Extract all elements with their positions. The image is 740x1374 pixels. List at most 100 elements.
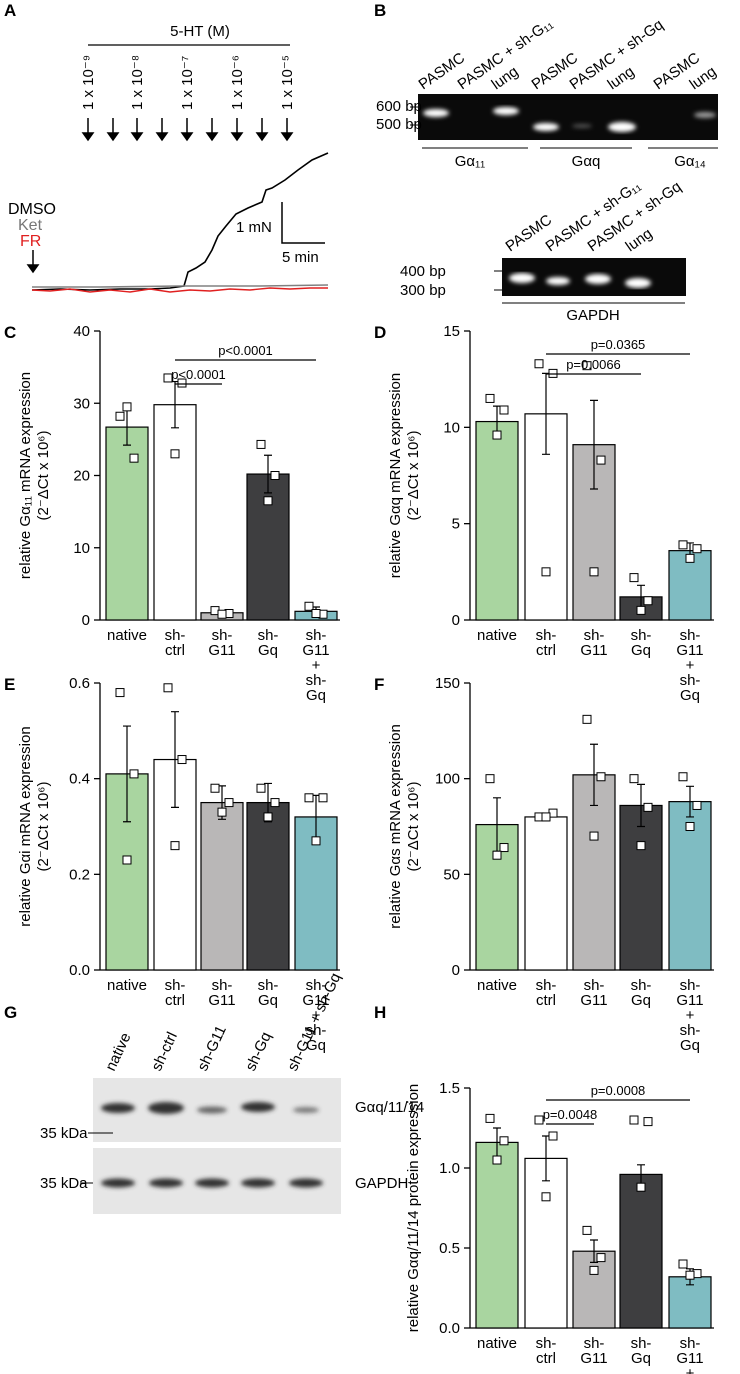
panel-letter: H: [374, 1003, 386, 1022]
data-point: [643, 1117, 653, 1127]
gene-group: Gα₁₄: [674, 153, 706, 170]
data-point: [685, 553, 695, 563]
addition-arrows: [26, 118, 294, 274]
x-tick-label-box: sh-G11 + sh-Gq: [281, 628, 351, 703]
data-point: [589, 831, 599, 841]
x-tick-label: native: [476, 1335, 518, 1352]
x-tick-label-box: native: [92, 978, 162, 993]
x-tick-label: sh-G11 + sh-Gq: [676, 627, 704, 704]
data-point: [177, 378, 187, 388]
data-point: [534, 359, 544, 369]
y-axis-label: relative Gαq/11/14 protein expression: [405, 1084, 422, 1333]
x-tick-label: sh-Gq: [257, 977, 279, 1009]
data-point: [115, 688, 125, 698]
y-axis-label: relative Gαs mRNA expression: [387, 724, 404, 929]
condition-dmso: DMSO: [8, 201, 56, 218]
data-point: [263, 496, 273, 506]
trace-fr: [31, 287, 328, 293]
gel2-bands: [509, 273, 651, 288]
data-point: [217, 609, 227, 619]
y-tick-label: 20: [73, 468, 90, 485]
scale-bar: [281, 202, 325, 244]
data-point: [636, 841, 646, 851]
data-point: [224, 798, 234, 808]
data-point: [678, 540, 688, 550]
y-axis-label: relative Gα₁₁ mRNA expression: [17, 372, 34, 579]
data-point: [170, 841, 180, 851]
panel-letter: C: [4, 323, 16, 342]
y-tick-label: 0.6: [69, 675, 90, 692]
p-value: p=0.0008: [591, 1083, 646, 1098]
data-point: [163, 683, 173, 693]
bar: [619, 1173, 663, 1329]
bar: [246, 473, 290, 621]
bp-marker: 600 bp: [376, 98, 422, 115]
concentration: 1 x 10⁻⁵: [279, 55, 296, 110]
data-point: [596, 455, 606, 465]
scale-force: 1 mN: [236, 219, 272, 236]
error-bar: [123, 725, 131, 823]
data-point: [534, 1115, 544, 1125]
x-tick-label-box: sh-Gq: [233, 978, 303, 1008]
data-point: [643, 596, 653, 606]
x-tick-label-box: sh-G11: [559, 978, 629, 1008]
y-tick-label: 0.5: [439, 1240, 460, 1257]
y-axis-label: (2⁻ΔCt x 10⁶): [405, 431, 422, 521]
data-point: [685, 1270, 695, 1280]
x-tick-label: sh-Gq: [257, 627, 279, 659]
data-point: [499, 405, 509, 415]
y-tick-label: 30: [73, 395, 90, 412]
x-tick-label: native: [106, 977, 148, 994]
concentration: 1 x 10⁻⁸: [129, 55, 146, 110]
blot-bands: [101, 1102, 323, 1188]
y-axis-label: (2⁻ΔCt x 10⁶): [405, 782, 422, 872]
y-tick-label: 40: [73, 323, 90, 340]
panel-letter: B: [374, 1, 386, 20]
x-tick-label: sh-G11: [208, 977, 236, 1009]
p-value: p=0.0365: [591, 337, 646, 352]
error-bar: [686, 785, 694, 818]
x-tick-label: sh-ctrl: [535, 977, 557, 1009]
y-tick-label: 0.0: [69, 962, 90, 979]
x-tick-label: sh-ctrl: [535, 627, 557, 659]
data-point: [170, 449, 180, 459]
data-point: [678, 1259, 688, 1269]
kda-lines: [80, 1132, 113, 1184]
data-point: [263, 812, 273, 822]
x-tick-label-box: sh-G11: [187, 978, 257, 1008]
p-value: p=0.0066: [566, 357, 621, 372]
y-tick-label: 1.5: [439, 1080, 460, 1097]
y-tick-label: 0.0: [439, 1320, 460, 1337]
x-tick-label-box: sh-G11: [559, 628, 629, 658]
data-point: [217, 807, 227, 817]
gene-group: Gα₁₁: [455, 153, 485, 170]
gel1-bands: [423, 107, 716, 132]
data-point: [643, 802, 653, 812]
lane-label: native: [102, 1030, 134, 1073]
data-point: [692, 544, 702, 554]
data-point: [492, 850, 502, 860]
panel-letter: D: [374, 323, 386, 342]
data-point: [163, 373, 173, 383]
data-point: [210, 783, 220, 793]
data-point: [129, 453, 139, 463]
y-tick-label: 0.2: [69, 866, 90, 883]
bar: [524, 816, 568, 971]
y-tick-label: 10: [443, 419, 460, 436]
gene-group: Gαq: [572, 153, 601, 170]
error-bar: [590, 743, 598, 807]
data-point: [122, 855, 132, 865]
x-tick-label-box: sh-G11 + sh-Gq: [655, 628, 725, 703]
data-point: [596, 772, 606, 782]
data-point: [636, 605, 646, 615]
x-tick-label: native: [106, 627, 148, 644]
y-tick-label: 0: [82, 612, 90, 629]
data-point: [499, 1136, 509, 1146]
x-tick-label-box: sh-Gq: [233, 628, 303, 658]
kda-marker: 35 kDa: [40, 1125, 88, 1142]
bp-marker: 500 bp: [376, 116, 422, 133]
x-tick-label: sh-Gq: [630, 627, 652, 659]
gel1-lane-labels: PASMC PASMC + sh-G₁₁ lung PASMC PASMC + …: [416, 15, 720, 93]
y-tick-label: 100: [435, 771, 460, 788]
data-point: [541, 567, 551, 577]
